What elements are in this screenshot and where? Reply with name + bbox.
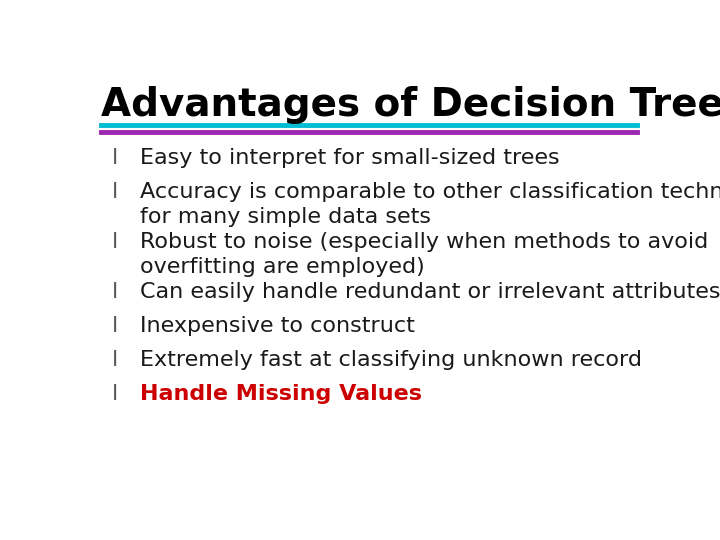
Text: Advantages of Decision Tree: Advantages of Decision Tree — [101, 85, 720, 124]
Text: l: l — [112, 182, 119, 202]
Text: l: l — [112, 282, 119, 302]
Text: l: l — [112, 148, 119, 168]
Text: Robust to noise (especially when methods to avoid
overfitting are employed): Robust to noise (especially when methods… — [140, 232, 708, 277]
Text: Inexpensive to construct: Inexpensive to construct — [140, 316, 415, 336]
Text: l: l — [112, 384, 119, 404]
Text: Accuracy is comparable to other classification techniques
for many simple data s: Accuracy is comparable to other classifi… — [140, 182, 720, 227]
Text: Can easily handle redundant or irrelevant attributes: Can easily handle redundant or irrelevan… — [140, 282, 720, 302]
Text: l: l — [112, 316, 119, 336]
Text: l: l — [112, 232, 119, 252]
Text: Extremely fast at classifying unknown record: Extremely fast at classifying unknown re… — [140, 350, 642, 370]
Text: Handle Missing Values: Handle Missing Values — [140, 384, 422, 404]
Text: Easy to interpret for small-sized trees: Easy to interpret for small-sized trees — [140, 148, 560, 168]
Text: l: l — [112, 350, 119, 370]
